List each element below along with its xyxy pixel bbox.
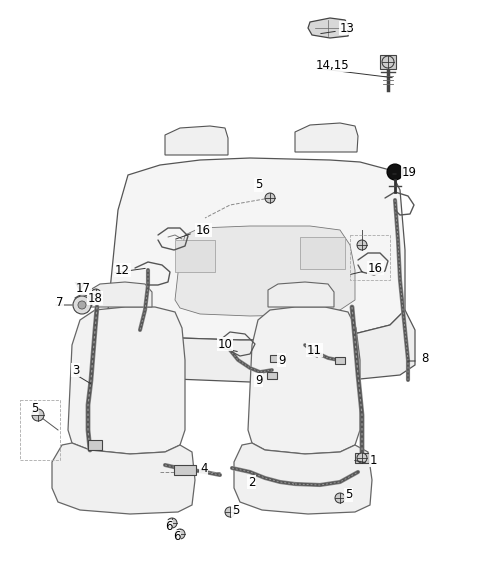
Text: 14,15: 14,15: [316, 59, 349, 72]
Text: 9: 9: [255, 374, 263, 386]
Bar: [88, 440, 102, 450]
Circle shape: [265, 193, 275, 203]
Text: 12: 12: [115, 263, 130, 277]
Polygon shape: [100, 310, 415, 382]
Circle shape: [382, 56, 394, 68]
Circle shape: [78, 301, 86, 309]
Text: 6: 6: [173, 530, 180, 544]
Polygon shape: [52, 443, 195, 514]
Bar: [270, 355, 280, 362]
Text: 5: 5: [232, 503, 240, 517]
Circle shape: [167, 518, 177, 528]
Text: 19: 19: [402, 165, 417, 179]
Circle shape: [91, 289, 101, 299]
Polygon shape: [108, 158, 405, 340]
Text: 9: 9: [278, 354, 286, 367]
Text: 10: 10: [218, 338, 233, 351]
Polygon shape: [165, 126, 228, 155]
Bar: [300, 237, 345, 269]
Text: 8: 8: [421, 351, 428, 364]
Text: 17: 17: [76, 281, 91, 294]
Polygon shape: [68, 307, 185, 454]
Text: 5: 5: [31, 401, 38, 414]
Text: 6: 6: [165, 521, 172, 533]
Polygon shape: [308, 18, 350, 38]
Text: 11: 11: [307, 343, 322, 356]
Circle shape: [175, 529, 185, 539]
Polygon shape: [234, 443, 372, 514]
Bar: [174, 465, 196, 475]
Circle shape: [32, 409, 44, 421]
Bar: [175, 240, 215, 272]
Circle shape: [357, 453, 367, 463]
Polygon shape: [268, 282, 334, 307]
Text: 1: 1: [370, 453, 377, 467]
Text: 7: 7: [56, 296, 63, 308]
Text: 5: 5: [345, 488, 352, 502]
Text: 16: 16: [196, 223, 211, 236]
Text: 18: 18: [88, 292, 103, 304]
Circle shape: [335, 493, 345, 503]
Polygon shape: [248, 307, 360, 454]
Circle shape: [225, 507, 235, 517]
Bar: [267, 371, 277, 378]
Circle shape: [387, 164, 403, 180]
Circle shape: [73, 296, 91, 314]
Bar: [335, 356, 345, 363]
Text: 4: 4: [200, 461, 207, 475]
Polygon shape: [175, 226, 355, 316]
Text: 5: 5: [255, 179, 263, 192]
Polygon shape: [90, 282, 152, 307]
Text: 2: 2: [248, 475, 255, 488]
Bar: [380, 55, 396, 69]
Text: 3: 3: [72, 363, 79, 377]
Text: 13: 13: [340, 21, 355, 34]
Bar: [355, 453, 369, 463]
Polygon shape: [295, 123, 358, 152]
Circle shape: [357, 240, 367, 250]
Text: 16: 16: [368, 262, 383, 274]
